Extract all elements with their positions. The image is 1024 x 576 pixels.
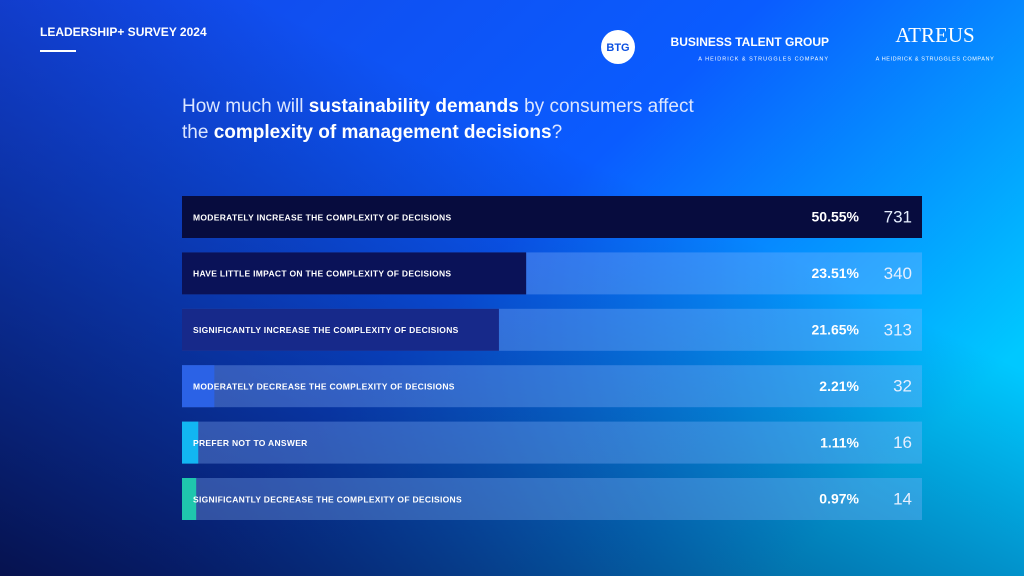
count-label: 14: [893, 489, 912, 508]
title-segment: How much will: [182, 96, 309, 117]
title-segment: complexity of management decisions: [214, 122, 552, 143]
chart-title: How much will sustainability demands by …: [182, 96, 695, 143]
bar: [182, 196, 922, 238]
category-label: HAVE LITTLE IMPACT ON THE COMPLEXITY OF …: [193, 269, 451, 279]
count-label: 313: [884, 320, 912, 339]
bar: [182, 478, 197, 520]
value-label: 2.21%: [819, 378, 859, 394]
value-label: 0.97%: [819, 491, 859, 507]
bar-track: [182, 421, 922, 464]
category-label: MODERATELY INCREASE THE COMPLEXITY OF DE…: [193, 212, 451, 222]
value-label: 50.55%: [812, 209, 860, 225]
count-label: 16: [893, 433, 912, 452]
value-label: 23.51%: [812, 265, 860, 281]
title-line: How much will sustainability demands by …: [182, 96, 695, 117]
bar: [182, 252, 527, 295]
btg-badge: [601, 30, 635, 64]
bar: [182, 421, 199, 464]
bars: MODERATELY INCREASE THE COMPLEXITY OF DE…: [182, 196, 922, 520]
title-line: the complexity of management decisions?: [182, 122, 562, 143]
bar: [182, 308, 499, 351]
category-label: SIGNIFICANTLY INCREASE THE COMPLEXITY OF…: [193, 325, 459, 335]
bar: [182, 365, 215, 408]
bar-track: [182, 365, 922, 408]
category-label: PREFER NOT TO ANSWER: [193, 438, 308, 448]
title-segment: by consumers affect: [519, 96, 695, 117]
value-label: 1.11%: [820, 434, 859, 450]
category-label: MODERATELY DECREASE THE COMPLEXITY OF DE…: [193, 381, 455, 391]
btg-badge-text: BTG: [606, 42, 629, 54]
count-label: 731: [884, 207, 912, 226]
atreus-name: ATREUS: [895, 23, 974, 47]
category-label: SIGNIFICANTLY DECREASE THE COMPLEXITY OF…: [193, 494, 462, 504]
atreus-sub: A HEIDRICK & STRUGGLES COMPANY: [876, 56, 995, 62]
btg-name: BUSINESS TALENT GROUP: [671, 35, 829, 49]
title-segment: sustainability demands: [309, 96, 519, 117]
value-label: 21.65%: [812, 322, 860, 338]
bar-track: [182, 478, 922, 520]
title-segment: ?: [552, 122, 563, 143]
title-segment: the: [182, 122, 214, 143]
count-label: 32: [893, 377, 912, 396]
survey-label: LEADERSHIP+ SURVEY 2024: [40, 25, 207, 39]
btg-sub: A HEIDRICK & STRUGGLES COMPANY: [698, 56, 829, 62]
count-label: 340: [884, 264, 912, 283]
